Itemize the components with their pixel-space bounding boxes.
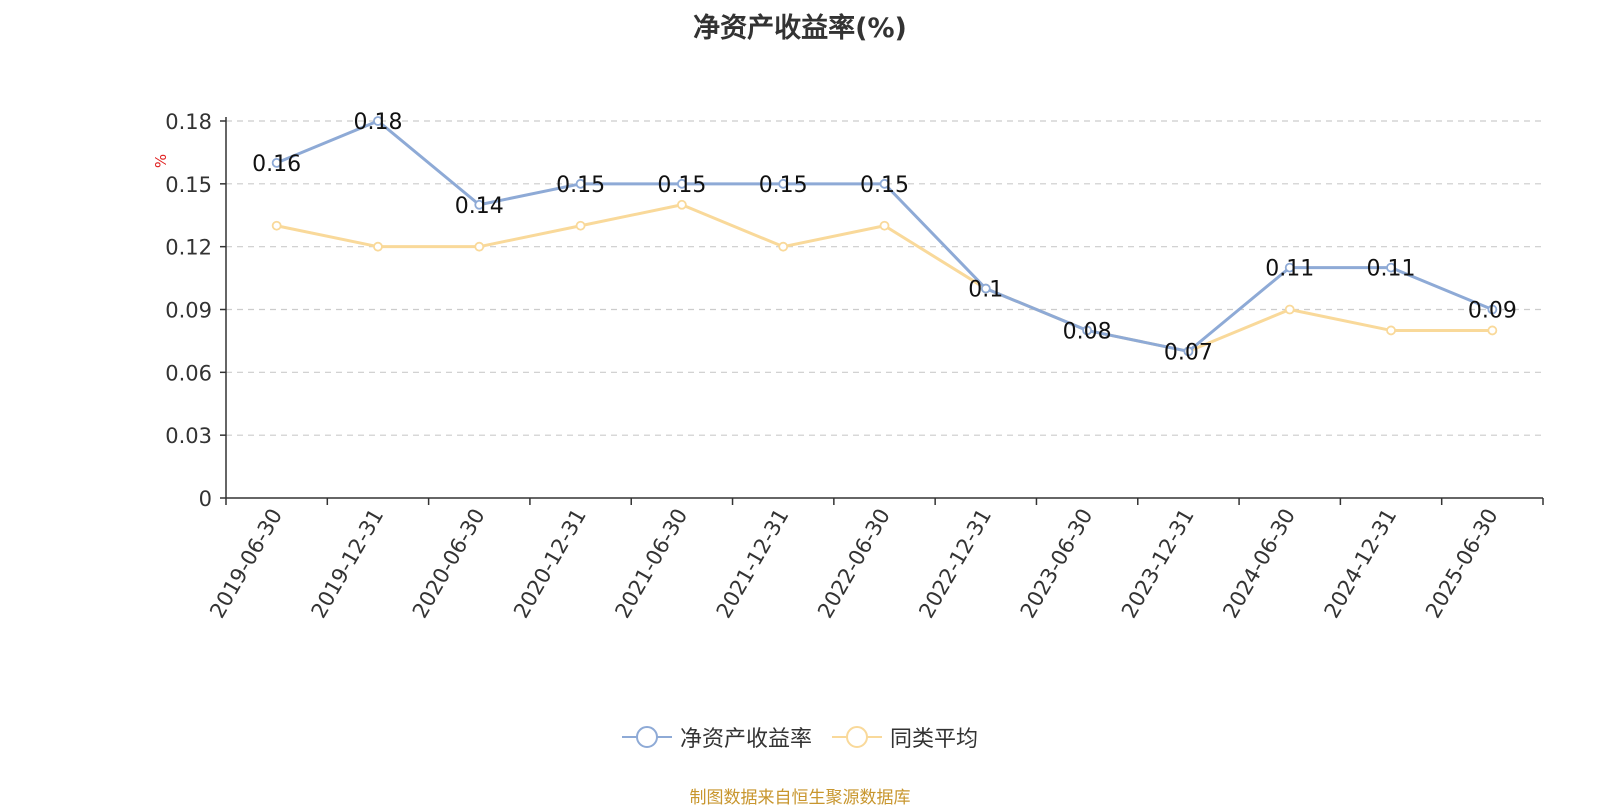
data-point-roe: [1183, 346, 1194, 357]
legend-item-peer-average[interactable]: 同类平均: [832, 721, 978, 753]
data-label-roe: 0.1: [968, 278, 1003, 303]
data-point-roe: [1284, 262, 1295, 273]
data-label-roe: 0.18: [353, 110, 402, 135]
data-label-roe: 0.08: [1063, 319, 1112, 344]
data-point-roe: [980, 283, 991, 294]
x-tick-label: 2021-12-31: [712, 505, 794, 623]
y-tick-label: 0.18: [165, 110, 212, 134]
x-tick-label: 2024-12-31: [1320, 505, 1402, 623]
data-label-roe: 0.15: [759, 173, 808, 198]
data-point-roe: [373, 116, 383, 126]
x-tick-label: 2024-06-30: [1218, 505, 1300, 623]
x-tick-label: 2020-06-30: [408, 505, 490, 623]
data-label-roe: 0.15: [657, 173, 706, 198]
x-tick-label: 2023-12-31: [1117, 505, 1199, 623]
data-label-roe: 0.15: [860, 173, 909, 198]
y-axis-label: %: [152, 154, 170, 168]
y-tick-label: 0.03: [165, 424, 212, 448]
data-point-peer-average: [1386, 325, 1396, 336]
y-tick-label: 0.06: [165, 361, 212, 385]
data-label-roe: 0.11: [1367, 257, 1416, 282]
data-label-roe: 0.16: [252, 152, 301, 177]
x-tick-label: 2019-06-30: [205, 505, 287, 623]
y-tick-label: 0.12: [165, 236, 212, 260]
x-tick-label: 2019-12-31: [306, 505, 388, 623]
source-note: 制图数据来自恒生聚源数据库: [689, 788, 911, 808]
x-tick-label: 2025-06-30: [1421, 505, 1503, 623]
data-point-roe: [575, 178, 586, 189]
legend-item-roe[interactable]: 净资产收益率: [621, 721, 812, 753]
data-label-roe: 0.09: [1468, 299, 1517, 324]
data-point-roe: [778, 178, 789, 189]
data-point-peer-average: [1487, 325, 1498, 336]
data-point-roe: [879, 178, 890, 189]
legend-label-roe: 净资产收益率: [679, 727, 812, 752]
x-tick-label: 2021-06-30: [610, 505, 692, 623]
x-tick-label: 2022-12-31: [914, 505, 996, 623]
data-label-roe: 0.07: [1164, 340, 1213, 365]
data-label-roe: 0.11: [1265, 257, 1314, 282]
data-point-peer-average: [778, 241, 789, 252]
y-tick-label: 0.09: [165, 299, 212, 323]
series-line-roe: [276, 119, 1493, 353]
y-tick-label: 0: [199, 487, 212, 511]
data-point-peer-average: [373, 241, 383, 252]
data-point-peer-average: [1284, 304, 1295, 315]
data-point-roe: [474, 199, 485, 210]
legend-marker-peer-average: [832, 726, 882, 748]
data-point-peer-average: [474, 241, 485, 252]
data-point-peer-average: [879, 220, 890, 231]
data-point-roe: [271, 157, 282, 168]
legend: 净资产收益率 同类平均: [0, 722, 1600, 752]
x-tick-label: 2020-12-31: [509, 505, 591, 623]
chart-title: 净资产收益率(%): [693, 13, 907, 44]
x-tick-label: 2022-06-30: [813, 505, 895, 623]
data-point-roe: [676, 178, 687, 189]
data-label-roe: 0.15: [556, 173, 605, 198]
data-point-peer-average: [271, 220, 282, 231]
data-point-roe: [1487, 304, 1498, 315]
data-point-peer-average: [575, 220, 586, 231]
legend-label-peer-average: 同类平均: [890, 727, 979, 752]
legend-marker-roe: [621, 726, 672, 748]
x-tick-label: 2023-06-30: [1016, 505, 1098, 623]
data-label-roe: 0.14: [455, 194, 504, 219]
data-point-roe: [1386, 262, 1396, 273]
y-tick-label: 0.15: [165, 173, 212, 197]
data-point-peer-average: [676, 199, 687, 210]
data-point-roe: [1082, 325, 1093, 336]
